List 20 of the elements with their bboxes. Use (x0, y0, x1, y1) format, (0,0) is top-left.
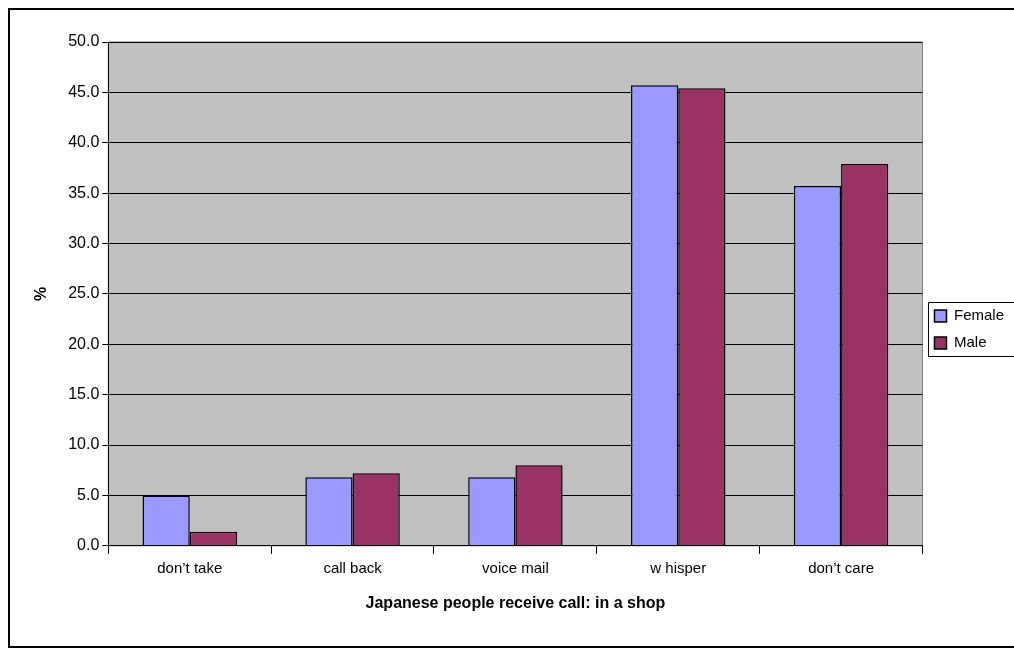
y-tick-label: 10.0 (68, 435, 100, 453)
y-axis-title: % (32, 286, 50, 302)
y-tick-label: 35.0 (68, 183, 100, 201)
y-tick-label: 20.0 (68, 334, 100, 352)
y-tick-label: 25.0 (68, 284, 100, 302)
x-tick-label: don’t care (808, 558, 875, 576)
y-tick-label: 50.0 (68, 32, 100, 50)
x-tick-label: call back (323, 558, 383, 576)
y-tick-label: 40.0 (68, 133, 100, 151)
x-tick-label: w hisper (649, 558, 707, 576)
x-tick-label: voice mail (482, 558, 549, 576)
y-tick-label: 0.0 (77, 536, 100, 554)
y-tick-label: 5.0 (77, 485, 100, 503)
y-tick-label: 15.0 (68, 385, 100, 403)
legend-label: Female (953, 306, 1005, 324)
legend-label: Male (953, 333, 987, 351)
x-axis-title: Japanese people receive call: in a shop (365, 593, 666, 611)
y-tick-label: 45.0 (68, 82, 100, 100)
x-tick-label: don’t take (157, 558, 223, 576)
y-tick-label: 30.0 (68, 233, 100, 251)
